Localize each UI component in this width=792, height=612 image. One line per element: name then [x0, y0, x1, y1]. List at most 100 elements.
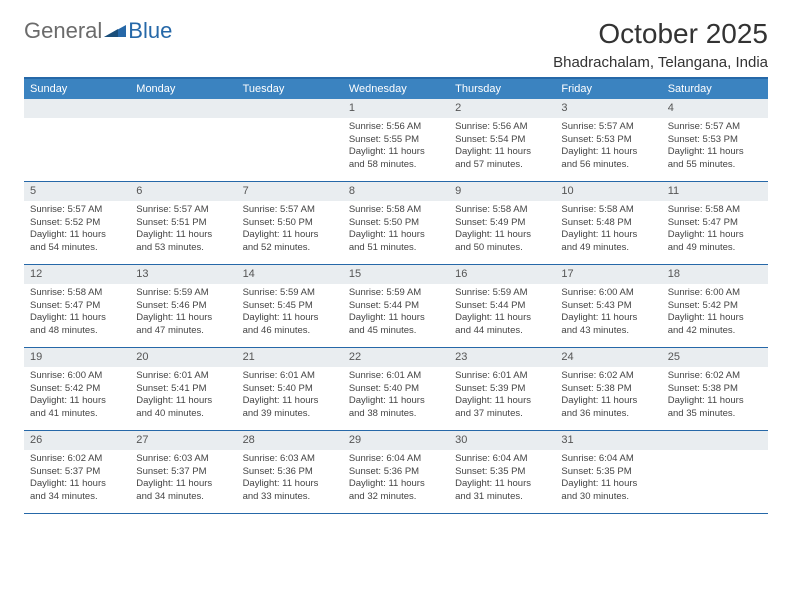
day-number: 29	[343, 431, 449, 450]
day-content: Sunrise: 5:57 AMSunset: 5:53 PMDaylight:…	[662, 118, 768, 176]
day-cell: 16Sunrise: 5:59 AMSunset: 5:44 PMDayligh…	[449, 265, 555, 347]
sunset-text: Sunset: 5:38 PM	[668, 383, 762, 396]
sunrise-text: Sunrise: 6:02 AM	[561, 370, 655, 383]
day-content: Sunrise: 5:59 AMSunset: 5:44 PMDaylight:…	[449, 284, 555, 342]
daylight-text: Daylight: 11 hours and 54 minutes.	[30, 229, 124, 255]
day-number: 12	[24, 265, 130, 284]
day-content: Sunrise: 6:04 AMSunset: 5:36 PMDaylight:…	[343, 450, 449, 508]
day-cell: 10Sunrise: 5:58 AMSunset: 5:48 PMDayligh…	[555, 182, 661, 264]
daylight-text: Daylight: 11 hours and 44 minutes.	[455, 312, 549, 338]
day-content: Sunrise: 5:59 AMSunset: 5:44 PMDaylight:…	[343, 284, 449, 342]
day-content: Sunrise: 5:56 AMSunset: 5:55 PMDaylight:…	[343, 118, 449, 176]
day-content: Sunrise: 6:02 AMSunset: 5:38 PMDaylight:…	[555, 367, 661, 425]
day-number: 16	[449, 265, 555, 284]
day-number	[130, 99, 236, 118]
sunrise-text: Sunrise: 6:04 AM	[561, 453, 655, 466]
sunset-text: Sunset: 5:55 PM	[349, 134, 443, 147]
sunset-text: Sunset: 5:51 PM	[136, 217, 230, 230]
calendar: Sunday Monday Tuesday Wednesday Thursday…	[24, 77, 768, 514]
day-cell: 24Sunrise: 6:02 AMSunset: 5:38 PMDayligh…	[555, 348, 661, 430]
daylight-text: Daylight: 11 hours and 46 minutes.	[243, 312, 337, 338]
day-header-saturday: Saturday	[662, 79, 768, 99]
day-number: 13	[130, 265, 236, 284]
logo-text-general: General	[24, 18, 102, 44]
day-content: Sunrise: 5:57 AMSunset: 5:51 PMDaylight:…	[130, 201, 236, 259]
day-number: 7	[237, 182, 343, 201]
sunset-text: Sunset: 5:50 PM	[349, 217, 443, 230]
sunrise-text: Sunrise: 5:59 AM	[136, 287, 230, 300]
sunrise-text: Sunrise: 6:01 AM	[349, 370, 443, 383]
day-number: 20	[130, 348, 236, 367]
sunset-text: Sunset: 5:37 PM	[136, 466, 230, 479]
day-content: Sunrise: 6:01 AMSunset: 5:41 PMDaylight:…	[130, 367, 236, 425]
daylight-text: Daylight: 11 hours and 52 minutes.	[243, 229, 337, 255]
sunset-text: Sunset: 5:39 PM	[455, 383, 549, 396]
daylight-text: Daylight: 11 hours and 32 minutes.	[349, 478, 443, 504]
day-cell: 21Sunrise: 6:01 AMSunset: 5:40 PMDayligh…	[237, 348, 343, 430]
daylight-text: Daylight: 11 hours and 41 minutes.	[30, 395, 124, 421]
sunrise-text: Sunrise: 6:01 AM	[455, 370, 549, 383]
day-content: Sunrise: 5:59 AMSunset: 5:46 PMDaylight:…	[130, 284, 236, 342]
day-cell: 25Sunrise: 6:02 AMSunset: 5:38 PMDayligh…	[662, 348, 768, 430]
sunrise-text: Sunrise: 5:58 AM	[668, 204, 762, 217]
daylight-text: Daylight: 11 hours and 34 minutes.	[30, 478, 124, 504]
daylight-text: Daylight: 11 hours and 47 minutes.	[136, 312, 230, 338]
week-row: 5Sunrise: 5:57 AMSunset: 5:52 PMDaylight…	[24, 182, 768, 265]
sunset-text: Sunset: 5:42 PM	[668, 300, 762, 313]
day-cell	[24, 99, 130, 181]
sunset-text: Sunset: 5:35 PM	[455, 466, 549, 479]
daylight-text: Daylight: 11 hours and 43 minutes.	[561, 312, 655, 338]
day-cell: 6Sunrise: 5:57 AMSunset: 5:51 PMDaylight…	[130, 182, 236, 264]
sunrise-text: Sunrise: 6:02 AM	[668, 370, 762, 383]
day-headers-row: Sunday Monday Tuesday Wednesday Thursday…	[24, 79, 768, 99]
sunrise-text: Sunrise: 5:57 AM	[668, 121, 762, 134]
title-block: October 2025 Bhadrachalam, Telangana, In…	[553, 18, 768, 71]
sunrise-text: Sunrise: 6:00 AM	[30, 370, 124, 383]
daylight-text: Daylight: 11 hours and 51 minutes.	[349, 229, 443, 255]
day-cell: 11Sunrise: 5:58 AMSunset: 5:47 PMDayligh…	[662, 182, 768, 264]
day-content: Sunrise: 6:02 AMSunset: 5:37 PMDaylight:…	[24, 450, 130, 508]
day-content: Sunrise: 5:58 AMSunset: 5:49 PMDaylight:…	[449, 201, 555, 259]
daylight-text: Daylight: 11 hours and 33 minutes.	[243, 478, 337, 504]
sunset-text: Sunset: 5:35 PM	[561, 466, 655, 479]
day-cell: 31Sunrise: 6:04 AMSunset: 5:35 PMDayligh…	[555, 431, 661, 513]
day-content: Sunrise: 5:57 AMSunset: 5:50 PMDaylight:…	[237, 201, 343, 259]
day-number: 5	[24, 182, 130, 201]
sunrise-text: Sunrise: 5:58 AM	[561, 204, 655, 217]
day-number	[662, 431, 768, 450]
day-content: Sunrise: 5:56 AMSunset: 5:54 PMDaylight:…	[449, 118, 555, 176]
week-row: 12Sunrise: 5:58 AMSunset: 5:47 PMDayligh…	[24, 265, 768, 348]
sunrise-text: Sunrise: 5:57 AM	[136, 204, 230, 217]
sunrise-text: Sunrise: 5:57 AM	[243, 204, 337, 217]
sunset-text: Sunset: 5:53 PM	[561, 134, 655, 147]
daylight-text: Daylight: 11 hours and 58 minutes.	[349, 146, 443, 172]
day-content: Sunrise: 6:04 AMSunset: 5:35 PMDaylight:…	[555, 450, 661, 508]
daylight-text: Daylight: 11 hours and 48 minutes.	[30, 312, 124, 338]
sunset-text: Sunset: 5:46 PM	[136, 300, 230, 313]
day-number: 21	[237, 348, 343, 367]
sunset-text: Sunset: 5:47 PM	[30, 300, 124, 313]
day-number: 19	[24, 348, 130, 367]
day-number	[24, 99, 130, 118]
day-content: Sunrise: 6:04 AMSunset: 5:35 PMDaylight:…	[449, 450, 555, 508]
day-number: 26	[24, 431, 130, 450]
logo-triangle-icon	[104, 21, 126, 42]
sunrise-text: Sunrise: 6:01 AM	[136, 370, 230, 383]
sunrise-text: Sunrise: 6:02 AM	[30, 453, 124, 466]
day-cell: 15Sunrise: 5:59 AMSunset: 5:44 PMDayligh…	[343, 265, 449, 347]
day-cell: 20Sunrise: 6:01 AMSunset: 5:41 PMDayligh…	[130, 348, 236, 430]
sunset-text: Sunset: 5:41 PM	[136, 383, 230, 396]
day-cell: 5Sunrise: 5:57 AMSunset: 5:52 PMDaylight…	[24, 182, 130, 264]
day-number: 17	[555, 265, 661, 284]
daylight-text: Daylight: 11 hours and 55 minutes.	[668, 146, 762, 172]
sunrise-text: Sunrise: 6:00 AM	[668, 287, 762, 300]
sunrise-text: Sunrise: 6:03 AM	[136, 453, 230, 466]
day-cell: 29Sunrise: 6:04 AMSunset: 5:36 PMDayligh…	[343, 431, 449, 513]
day-cell	[130, 99, 236, 181]
day-number: 15	[343, 265, 449, 284]
sunset-text: Sunset: 5:43 PM	[561, 300, 655, 313]
sunset-text: Sunset: 5:37 PM	[30, 466, 124, 479]
day-header-sunday: Sunday	[24, 79, 130, 99]
sunrise-text: Sunrise: 6:03 AM	[243, 453, 337, 466]
sunrise-text: Sunrise: 5:58 AM	[349, 204, 443, 217]
